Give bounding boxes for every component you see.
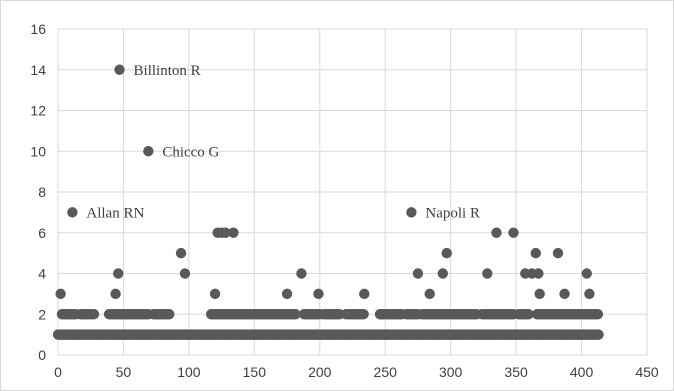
data-point [228, 227, 239, 238]
y-tick-label: 0 [38, 347, 46, 363]
data-point [358, 309, 369, 320]
x-tick-label: 300 [439, 364, 463, 380]
data-point [164, 309, 175, 320]
data-point [424, 288, 435, 300]
data-point [534, 288, 545, 300]
x-tick-label: 150 [243, 364, 267, 380]
annotations: Billinton R Chicco G Allan RN Napoli R [86, 63, 480, 222]
data-point [491, 227, 502, 238]
x-tick-label: 250 [374, 364, 398, 380]
data-point [552, 247, 564, 259]
data-point [220, 227, 231, 238]
y-tick-label: 14 [30, 62, 46, 78]
data-point [482, 268, 493, 279]
y-tick-label: 12 [30, 103, 46, 119]
data-points [52, 64, 604, 340]
data-point [281, 288, 293, 300]
data-point [533, 268, 544, 279]
x-tick-labels: 0 50 100 150 200 250 300 350 400 450 [54, 364, 659, 380]
data-point [296, 268, 307, 279]
y-tick-label: 10 [30, 143, 46, 159]
data-point [209, 288, 221, 300]
annotation-label: Allan RN [86, 205, 144, 221]
data-point [113, 268, 124, 279]
data-point [88, 309, 100, 320]
y-tick-label: 6 [38, 225, 46, 241]
data-point [143, 146, 154, 157]
annotation-label: Billinton R [134, 63, 201, 79]
y-tick-label: 4 [38, 266, 46, 282]
data-point [441, 247, 452, 259]
data-point [592, 309, 604, 320]
data-point [359, 288, 370, 300]
data-point [508, 227, 519, 238]
data-point [110, 288, 121, 300]
data-point [67, 207, 78, 218]
x-tick-label: 200 [308, 364, 332, 380]
y-tick-label: 8 [38, 184, 46, 200]
data-point [290, 309, 301, 320]
data-point [114, 64, 125, 75]
annotation-label: Chicco G [162, 144, 219, 160]
data-point [437, 268, 449, 279]
x-tick-label: 400 [570, 364, 594, 380]
x-tick-label: 350 [504, 364, 528, 380]
data-point [55, 288, 66, 300]
data-point [530, 247, 541, 259]
gridlines [57, 28, 648, 356]
data-point [313, 288, 324, 300]
x-tick-label: 0 [54, 364, 62, 380]
data-point [581, 268, 592, 279]
y-tick-labels: 0 2 4 6 8 10 12 14 16 [30, 21, 46, 363]
x-tick-label: 100 [177, 364, 201, 380]
annotation-label: Napoli R [425, 205, 480, 221]
y-tick-label: 16 [30, 21, 46, 37]
x-tick-label: 450 [635, 364, 659, 380]
data-point [559, 288, 570, 300]
data-point [175, 247, 187, 259]
data-point [523, 309, 534, 320]
data-point [412, 268, 424, 279]
data-point [584, 288, 595, 300]
data-point [593, 329, 604, 340]
data-point [406, 207, 417, 218]
y-tick-label: 2 [38, 306, 46, 322]
data-point [179, 268, 191, 279]
x-tick-label: 50 [116, 364, 132, 380]
